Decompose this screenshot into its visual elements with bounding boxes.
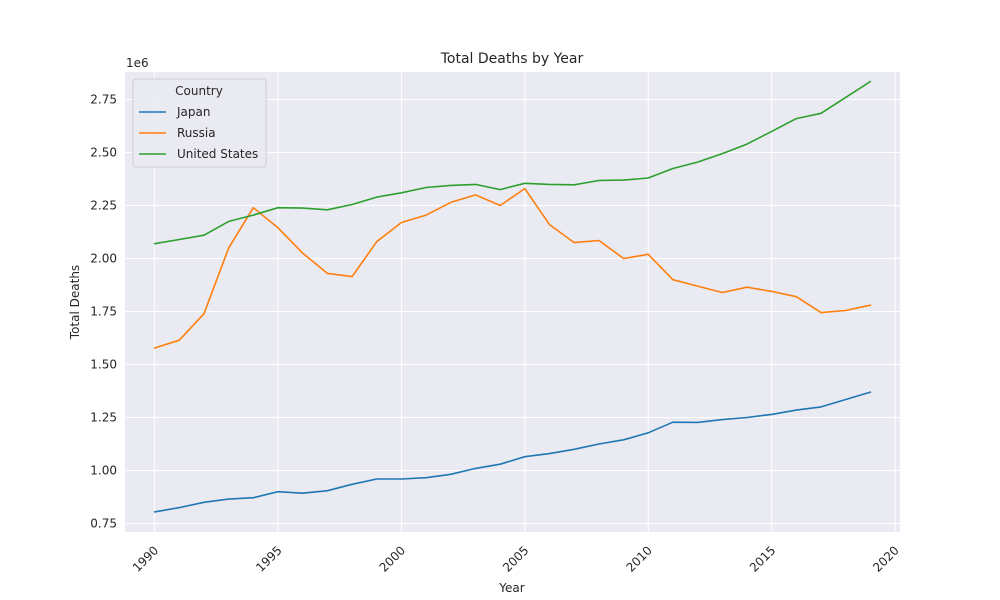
x-tick-label: 2010 [623,543,654,574]
x-tick-label: 2005 [500,543,531,574]
legend-label-russia: Russia [177,126,216,140]
y-scale-label: 1e6 [126,56,149,70]
legend-label-united-states: United States [177,147,258,161]
series-line-russia [153,187,872,349]
y-axis-label: Total Deaths [68,265,82,340]
y-tick-label: 2.25 [90,199,117,213]
x-tick-label: 2000 [377,543,408,574]
x-tick-label: 1995 [253,543,284,574]
legend-label-japan: Japan [176,105,210,119]
x-tick-label: 2020 [870,543,901,574]
x-axis-label: Year [498,581,524,595]
legend-title: Country [175,84,223,98]
y-tick-label: 2.00 [90,252,117,266]
series-layer [153,80,872,513]
y-tick-label: 1.00 [90,464,117,478]
y-tick-label: 1.25 [90,411,117,425]
y-tick-label: 0.75 [90,517,117,531]
x-axis-ticks: 1990 1995 2000 2005 2010 2015 2020 [130,543,902,574]
legend-box [132,78,267,168]
y-tick-label: 1.50 [90,358,117,372]
legend: Country Japan Russia United States [132,78,267,168]
y-tick-label: 2.50 [90,146,117,160]
grid-lines [125,72,900,532]
chart-title: Total Deaths by Year [440,51,584,67]
x-tick-label: 2015 [747,543,778,574]
series-line-united-states [153,80,872,245]
y-axis-ticks: 0.75 1.00 1.25 1.50 1.75 2.00 2.25 2.50 2.75 [90,93,117,531]
y-tick-label: 1.75 [90,305,117,319]
series-line-japan [153,391,872,513]
y-tick-label: 2.75 [90,93,117,107]
x-tick-label: 1990 [130,543,161,574]
